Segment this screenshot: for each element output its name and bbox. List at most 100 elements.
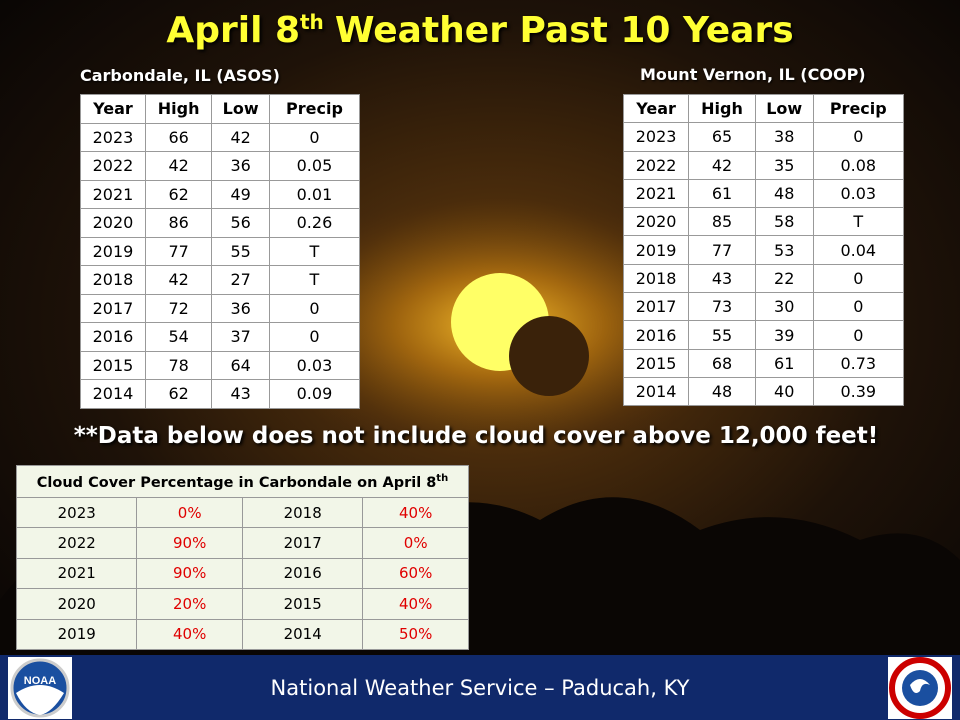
- left-table: Year High Low Precip 2023 66 42 0 2022 42 36 0.05 20…: [80, 94, 361, 409]
- cloud-row: 2019 40% 2014 50%: [15, 618, 469, 650]
- cell: 0.05: [268, 151, 361, 181]
- cell: 2015: [622, 348, 690, 378]
- cloud-percent: 40%: [362, 496, 469, 529]
- cloud-title: Cloud Cover Percentage in Carbondale on …: [36, 474, 437, 491]
- title-main: April 8: [166, 10, 300, 51]
- header-cell: Low: [754, 93, 814, 124]
- title-sup: th: [300, 10, 324, 34]
- cell: 0: [812, 320, 905, 350]
- cell: 72: [144, 293, 213, 323]
- cell: 62: [144, 179, 213, 209]
- header-row: Year High Low Precip: [80, 94, 361, 124]
- cell: 22: [754, 263, 814, 294]
- cell: 43: [211, 379, 270, 409]
- cell: 56: [211, 208, 270, 238]
- nws-logo: [888, 657, 952, 719]
- cell: 2020: [80, 208, 146, 238]
- data-row: 2017 73 30 0: [622, 292, 905, 322]
- right-table: Year High Low Precip 2023 65 38 0 2022 42 35 0.08 20…: [622, 93, 905, 407]
- header-row: Year High Low Precip: [622, 93, 905, 124]
- cloud-percent: 90%: [136, 527, 243, 559]
- cloud-year: 2018: [241, 496, 364, 529]
- data-row: 2023 65 38 0: [622, 122, 905, 152]
- title-rest: Weather Past 10 Years: [334, 10, 794, 51]
- left-caption: Carbondale, IL (ASOS): [80, 66, 280, 85]
- cell: 0.39: [812, 376, 905, 407]
- data-row: 2021 62 49 0.01: [80, 179, 361, 209]
- cloud-table: Cloud Cover Percentage in Carbondale on …: [15, 465, 469, 650]
- cell: 0.73: [812, 348, 905, 378]
- logo-text: NOAA: [24, 675, 56, 687]
- cell: 2023: [80, 122, 146, 152]
- cell: 2022: [622, 150, 690, 180]
- header-cell: Low: [211, 94, 270, 124]
- cell: 62: [144, 379, 213, 409]
- cell: 30: [754, 292, 814, 322]
- data-row: 2014 62 43 0.09: [80, 379, 361, 409]
- cell: 2021: [622, 178, 690, 209]
- header-cell: High: [688, 93, 756, 124]
- logo-cloud: [910, 679, 930, 693]
- cell: 43: [688, 263, 756, 294]
- cell: 0: [812, 263, 905, 294]
- logo-gull: [16, 685, 64, 715]
- cloud-year: 2014: [241, 618, 364, 650]
- cell: 2014: [622, 376, 690, 407]
- cell: T: [812, 207, 905, 237]
- header-cell: Year: [80, 94, 146, 124]
- cell: 37: [211, 322, 270, 352]
- cloud-percent: 90%: [136, 557, 243, 590]
- cell: 64: [211, 350, 270, 380]
- data-row: 2016 54 37 0: [80, 322, 361, 352]
- cell: 0: [268, 122, 361, 152]
- cell: 68: [688, 348, 756, 378]
- moon: [509, 316, 589, 396]
- cell: 48: [754, 178, 814, 209]
- cell: T: [268, 265, 361, 295]
- cell: 48: [688, 376, 756, 407]
- cell: 2014: [80, 379, 146, 409]
- cloud-year: 2020: [15, 588, 138, 620]
- cell: 49: [211, 179, 270, 209]
- cell: 36: [211, 151, 270, 181]
- cloud-year: 2017: [241, 527, 364, 559]
- note: **Data below does not include cloud cove…: [73, 423, 879, 449]
- cell: 73: [688, 292, 756, 322]
- cell: 2019: [80, 236, 146, 266]
- cloud-year: 2022: [15, 527, 138, 559]
- data-row: 2014 48 40 0.39: [622, 376, 905, 407]
- footer-bar: [0, 655, 960, 720]
- cell: 65: [688, 122, 756, 152]
- cell: 42: [688, 150, 756, 180]
- cell: 2018: [622, 263, 690, 294]
- data-row: 2019 77 53 0.04: [622, 235, 905, 265]
- data-row: 2019 77 55 T: [80, 236, 361, 266]
- cloud-year: 2015: [241, 588, 364, 620]
- cloud-percent: 60%: [362, 557, 469, 590]
- data-row: 2020 86 56 0.26: [80, 208, 361, 238]
- cell: 2022: [80, 151, 146, 181]
- data-row: 2022 42 35 0.08: [622, 150, 905, 180]
- cell: 61: [688, 178, 756, 209]
- cloud-row: 2022 90% 2017 0%: [15, 527, 469, 559]
- cell: T: [268, 236, 361, 266]
- cell: 0.03: [268, 350, 361, 380]
- data-row: 2022 42 36 0.05: [80, 151, 361, 181]
- cell: 85: [688, 207, 756, 237]
- data-row: 2018 43 22 0: [622, 263, 905, 294]
- cell: 39: [754, 320, 814, 350]
- cloud-year: 2023: [15, 496, 138, 529]
- cloud-year: 2016: [241, 557, 364, 590]
- data-row: 2015 78 64 0.03: [80, 350, 361, 380]
- cell: 0.26: [268, 208, 361, 238]
- cell: 78: [144, 350, 213, 380]
- cloud-percent: 20%: [136, 588, 243, 620]
- cell: 2015: [80, 350, 146, 380]
- cell: 40: [754, 376, 814, 407]
- data-row: 2017 72 36 0: [80, 293, 361, 323]
- data-row: 2016 55 39 0: [622, 320, 905, 350]
- cloud-year: 2021: [15, 557, 138, 590]
- cell: 42: [144, 265, 213, 295]
- cell: 77: [688, 235, 756, 265]
- cell: 2023: [622, 122, 690, 152]
